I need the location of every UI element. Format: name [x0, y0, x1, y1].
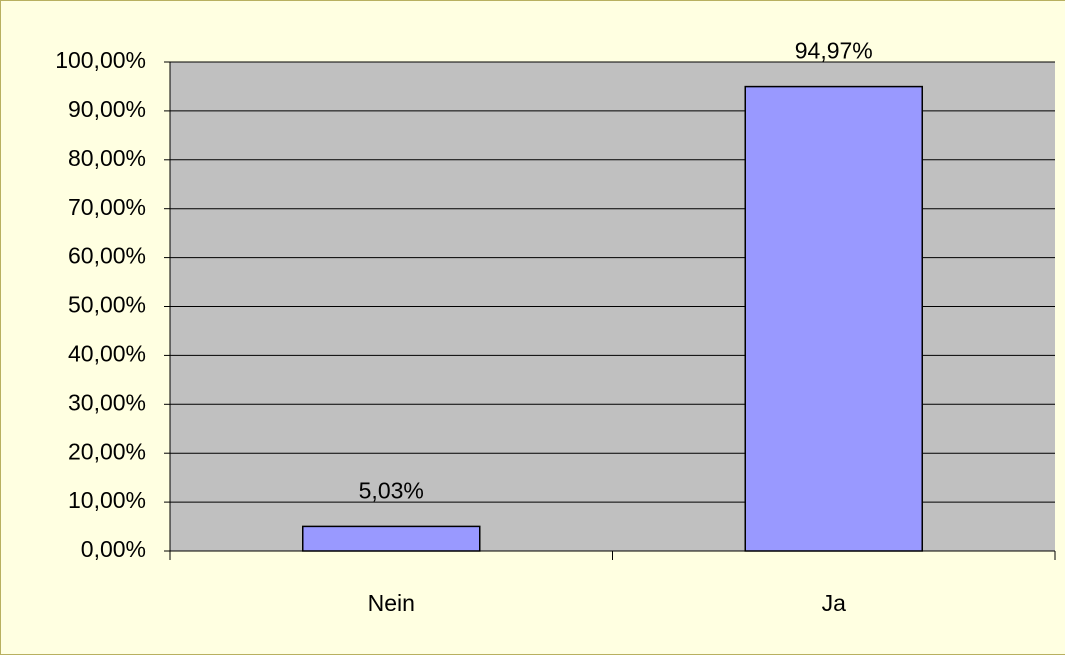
y-tick-label: 80,00% [68, 145, 146, 171]
y-tick-label: 90,00% [68, 96, 146, 122]
y-tick-label: 20,00% [68, 438, 146, 464]
x-tick-label: Ja [822, 590, 847, 616]
bar [744, 85, 923, 552]
bar [302, 525, 481, 552]
y-tick-label: 30,00% [68, 389, 146, 415]
y-tick-label: 0,00% [81, 536, 146, 562]
y-tick-label: 10,00% [68, 487, 146, 513]
y-tick-label: 40,00% [68, 340, 146, 366]
y-tick-label: 50,00% [68, 292, 146, 318]
y-tick-label: 100,00% [55, 47, 146, 73]
data-label: 5,03% [359, 477, 424, 503]
y-tick-label: 60,00% [68, 243, 146, 269]
data-label: 94,97% [795, 38, 873, 64]
y-tick-label: 70,00% [68, 194, 146, 220]
x-tick-label: Nein [368, 590, 415, 616]
